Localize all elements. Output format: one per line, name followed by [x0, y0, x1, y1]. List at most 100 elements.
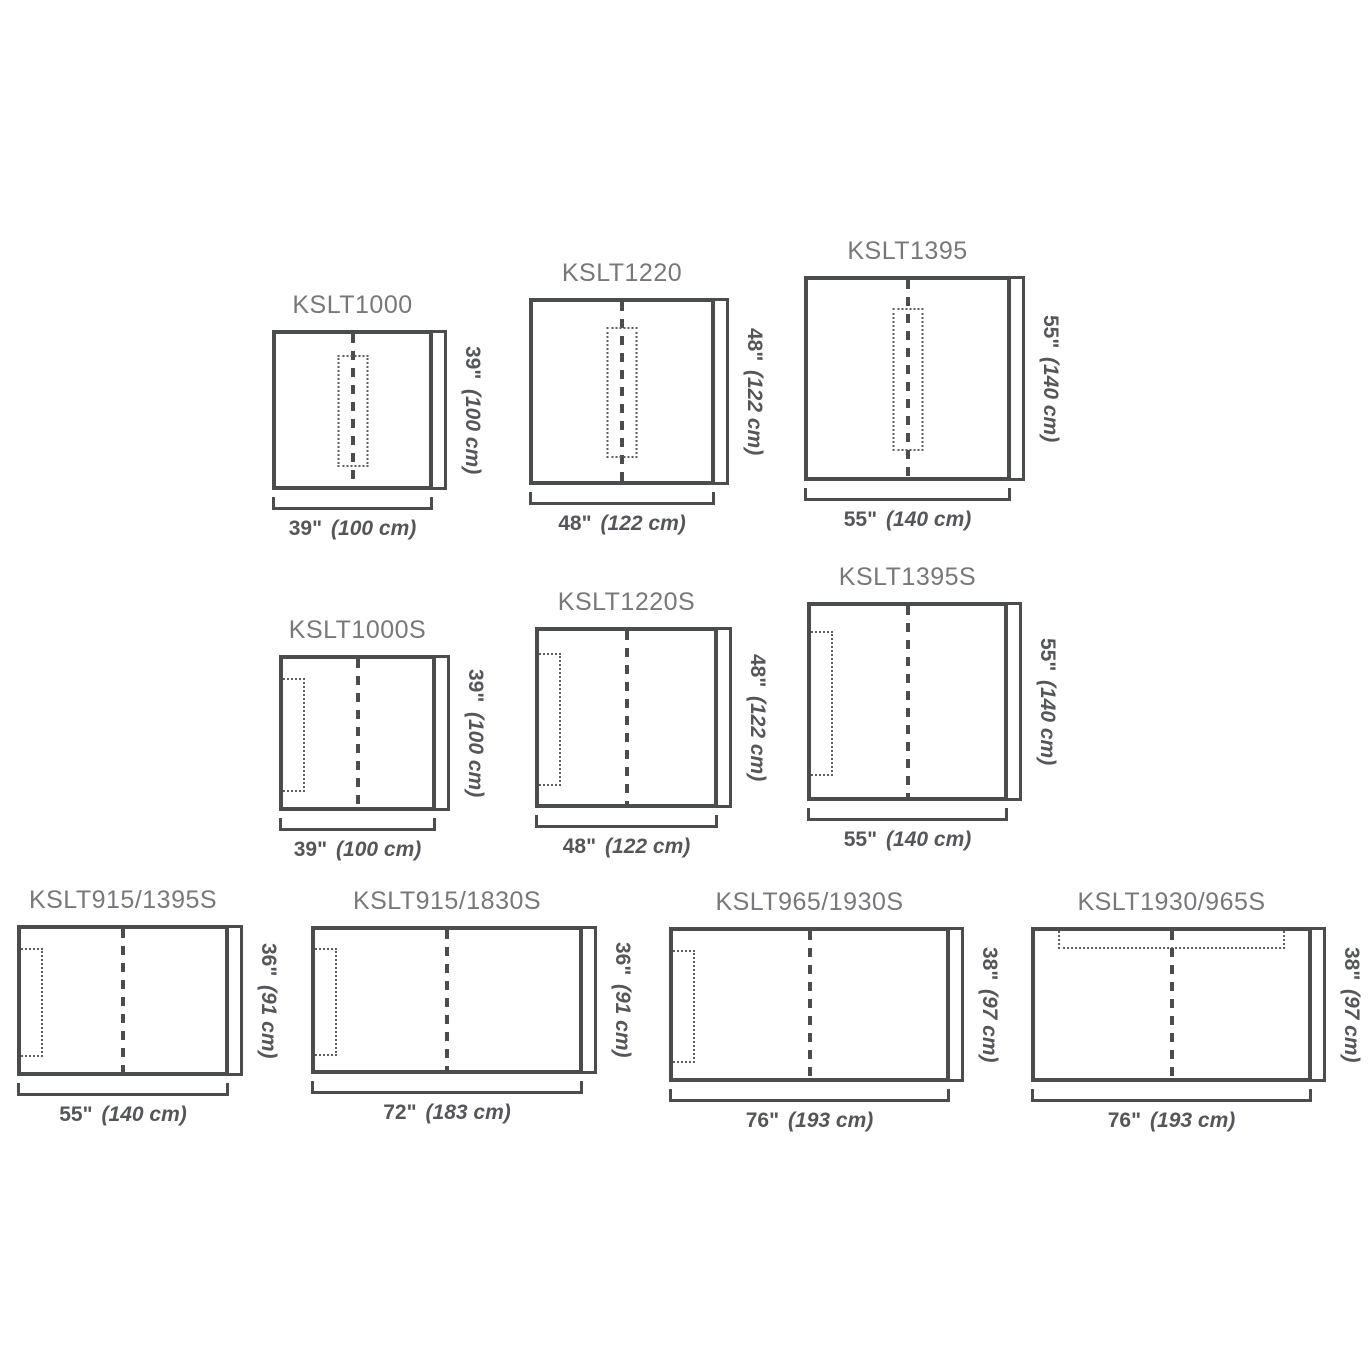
dotted-inset-outline — [606, 327, 638, 459]
dotted-inset-outline — [892, 307, 923, 452]
height-dimension-bracket — [715, 298, 729, 485]
dotted-inset-outline — [283, 678, 305, 792]
width-dimension-bracket — [1031, 1089, 1312, 1102]
width-dimension-bracket — [669, 1089, 950, 1102]
dotted-inset-outline — [811, 630, 833, 777]
height-inches: 38" — [978, 946, 1001, 980]
dotted-inset-outline — [21, 947, 43, 1058]
model-title: KSLT1930/965S — [1077, 888, 1266, 916]
center-dashed-line — [445, 930, 449, 1070]
height-inches: 36" — [257, 942, 280, 976]
width-cm: (122 cm) — [605, 835, 691, 858]
width-inches: 55" — [59, 1103, 93, 1126]
height-cm: (122 cm) — [746, 696, 769, 782]
model-title: KSLT1000S — [288, 616, 427, 644]
center-dashed-line — [807, 931, 812, 1078]
height-dimension-bracket — [1008, 602, 1022, 801]
model-title: KSLT1220 — [561, 259, 683, 287]
height-cm: (97 cm) — [978, 988, 1001, 1063]
height-inches: 39" — [461, 346, 484, 380]
center-dashed-line — [620, 302, 624, 481]
width-cm: (122 cm) — [600, 512, 686, 535]
height-dimension-bracket — [1011, 276, 1025, 481]
width-dimension-label: 55" (140 cm) — [0, 1103, 259, 1127]
width-dimension-label: 55" (140 cm) — [777, 828, 1038, 852]
width-inches: 48" — [562, 835, 597, 858]
width-cm: (140 cm) — [886, 828, 972, 851]
panel-outline — [535, 627, 718, 808]
height-dimension-label: 36" (91 cm) — [250, 925, 280, 1076]
width-dimension-label: 76" (193 cm) — [639, 1109, 980, 1133]
height-dimension-label: 36" (91 cm) — [604, 926, 634, 1074]
width-dimension-label: 48" (122 cm) — [505, 835, 748, 859]
width-dimension-label: 76" (193 cm) — [1001, 1109, 1342, 1133]
width-dimension-bracket — [17, 1083, 229, 1096]
width-dimension-bracket — [279, 818, 436, 831]
width-cm: (183 cm) — [425, 1101, 511, 1124]
width-inches: 39" — [288, 517, 323, 540]
width-inches: 76" — [745, 1109, 780, 1132]
panel-outline — [1031, 927, 1312, 1082]
model-title: KSLT1395S — [838, 563, 977, 591]
height-dimension-bracket — [950, 927, 964, 1082]
model-title: KSLT915/1395S — [28, 886, 218, 914]
height-dimension-bracket — [583, 926, 597, 1074]
model-title: KSLT1395 — [847, 237, 968, 265]
width-cm: (140 cm) — [886, 508, 972, 531]
dotted-inset-outline — [337, 355, 368, 468]
panel-outline — [272, 330, 433, 490]
height-dimension-label: 39" (100 cm) — [454, 330, 484, 490]
height-dimension-bracket — [718, 627, 732, 808]
width-dimension-label: 72" (183 cm) — [281, 1101, 613, 1125]
panel-outline — [279, 655, 436, 811]
width-cm: (193 cm) — [1150, 1109, 1236, 1132]
width-dimension-bracket — [311, 1081, 583, 1094]
model-title: KSLT1220S — [557, 588, 696, 616]
width-dimension-bracket — [807, 808, 1008, 821]
width-inches: 39" — [293, 838, 328, 861]
height-cm: (100 cm) — [461, 388, 484, 474]
height-inches: 39" — [464, 669, 487, 703]
panel-outline — [807, 602, 1008, 801]
width-inches: 48" — [558, 512, 592, 535]
width-dimension-bracket — [535, 815, 718, 828]
height-inches: 38" — [1340, 946, 1363, 980]
height-dimension-label: 48" (122 cm) — [739, 627, 769, 808]
height-inches: 36" — [611, 942, 634, 976]
height-dimension-label: 55" (140 cm) — [1032, 276, 1062, 481]
height-dimension-label: 38" (97 cm) — [1333, 927, 1363, 1082]
width-dimension-bracket — [529, 492, 715, 505]
height-inches: 48" — [743, 327, 766, 362]
center-dashed-line — [905, 606, 910, 797]
width-inches: 55" — [843, 828, 878, 851]
panel-outline — [17, 925, 229, 1076]
dotted-inset-outline — [1057, 931, 1286, 949]
panel-outline — [669, 927, 950, 1082]
width-inches: 72" — [383, 1101, 417, 1124]
height-inches: 48" — [746, 653, 769, 688]
width-dimension-label: 55" (140 cm) — [774, 508, 1041, 532]
height-cm: (140 cm) — [1036, 680, 1059, 766]
height-dimension-label: 39" (100 cm) — [457, 655, 487, 811]
height-inches: 55" — [1039, 314, 1062, 349]
height-inches: 55" — [1036, 637, 1059, 672]
width-inches: 55" — [843, 508, 878, 531]
height-dimension-bracket — [229, 925, 243, 1076]
height-cm: (100 cm) — [464, 711, 487, 797]
model-title: KSLT1000 — [292, 291, 413, 319]
panel-outline — [311, 926, 583, 1074]
panel-outline — [804, 276, 1011, 481]
width-dimension-label: 39" (100 cm) — [242, 517, 463, 541]
center-dashed-line — [624, 631, 629, 804]
height-dimension-bracket — [1312, 927, 1326, 1082]
height-dimension-bracket — [436, 655, 450, 811]
height-cm: (122 cm) — [743, 370, 766, 456]
height-cm: (140 cm) — [1039, 357, 1062, 443]
center-dashed-line — [905, 280, 910, 477]
width-inches: 76" — [1107, 1109, 1142, 1132]
width-cm: (100 cm) — [336, 838, 422, 861]
panel-outline — [529, 298, 715, 485]
height-cm: (97 cm) — [1340, 988, 1363, 1063]
width-cm: (193 cm) — [788, 1109, 874, 1132]
